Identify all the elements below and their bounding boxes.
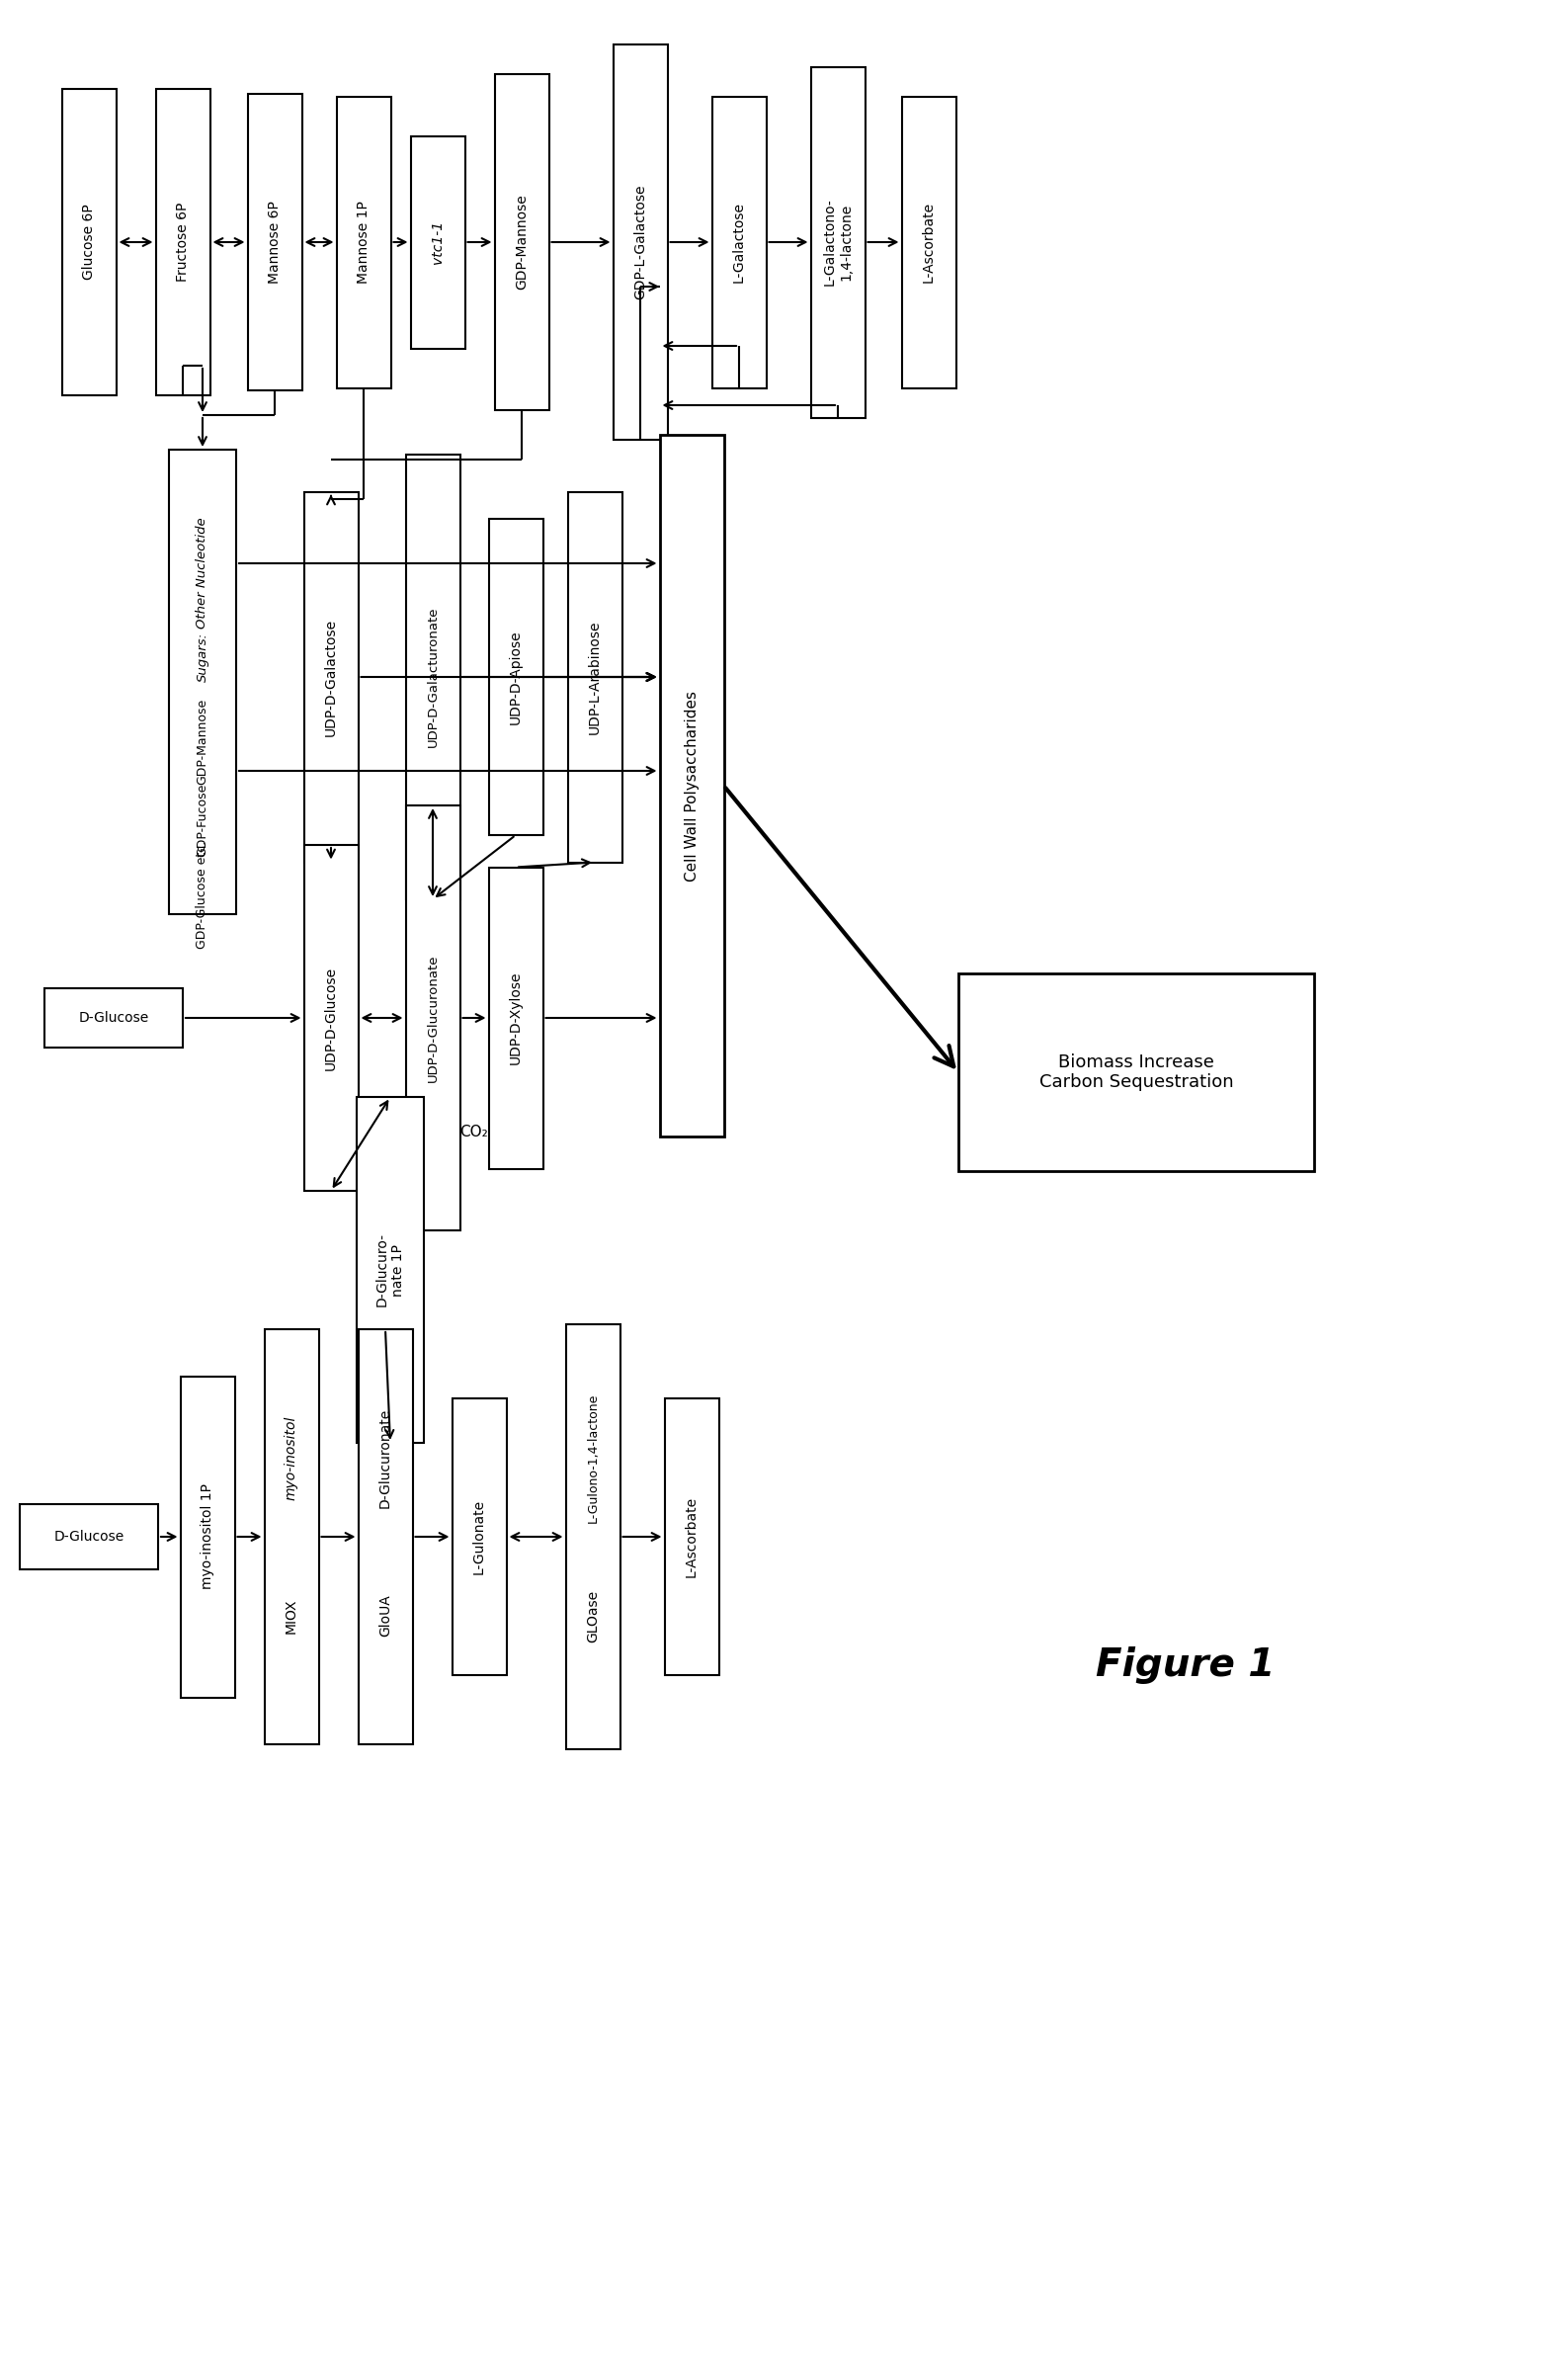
Bar — [44, 988, 183, 1047]
Bar — [494, 73, 549, 410]
Text: CO₂: CO₂ — [459, 1124, 489, 1138]
Bar — [568, 493, 622, 863]
Text: D-Glucuronate: D-Glucuronate — [378, 1407, 392, 1508]
Text: GDP-Glucose etc.: GDP-Glucose etc. — [196, 841, 209, 948]
Text: UDP-D-Galacturonate: UDP-D-Galacturonate — [426, 606, 439, 747]
Bar — [489, 867, 543, 1169]
Text: myo-inositol 1P: myo-inositol 1P — [201, 1485, 215, 1589]
Bar — [712, 97, 767, 389]
Text: Mannose 1P: Mannose 1P — [356, 200, 370, 283]
Bar — [169, 450, 237, 915]
Text: L-Gulonate: L-Gulonate — [472, 1499, 486, 1574]
Bar — [452, 1398, 506, 1676]
Text: UDP-D-Galactose: UDP-D-Galactose — [325, 618, 339, 735]
Text: GDP-Fucose: GDP-Fucose — [196, 783, 209, 858]
Text: L-Galactose: L-Galactose — [732, 203, 746, 283]
Bar — [265, 1329, 318, 1744]
Bar — [811, 66, 866, 417]
Text: L-Ascorbate: L-Ascorbate — [922, 203, 936, 283]
Text: L-Ascorbate: L-Ascorbate — [685, 1497, 698, 1577]
Bar — [958, 973, 1314, 1171]
Text: Other Nucleotide: Other Nucleotide — [196, 519, 209, 629]
Bar — [902, 97, 956, 389]
Text: Sugars:: Sugars: — [196, 632, 209, 681]
Text: GDP-L-Galactose: GDP-L-Galactose — [633, 184, 648, 299]
Bar — [489, 519, 543, 834]
Bar — [180, 1376, 235, 1697]
Text: Mannose 6P: Mannose 6P — [268, 200, 282, 283]
Text: GDP-Mannose: GDP-Mannose — [196, 698, 209, 785]
Bar — [20, 1504, 158, 1570]
Bar — [155, 90, 210, 396]
Text: D-Glucuro-
nate 1P: D-Glucuro- nate 1P — [375, 1233, 405, 1308]
Bar — [248, 94, 303, 391]
Text: L-Gulono-1,4-lactone: L-Gulono-1,4-lactone — [586, 1393, 599, 1523]
Text: UDP-D-Glucose: UDP-D-Glucose — [325, 966, 339, 1070]
Text: GloUA: GloUA — [378, 1596, 392, 1636]
Text: UDP-D-Apiose: UDP-D-Apiose — [510, 629, 522, 724]
Bar — [406, 806, 459, 1230]
Bar — [613, 45, 668, 441]
Text: UDP-L-Arabinose: UDP-L-Arabinose — [588, 620, 602, 733]
Bar — [406, 455, 459, 900]
Bar — [304, 493, 358, 863]
Bar — [337, 97, 390, 389]
Text: MIOX: MIOX — [284, 1598, 298, 1633]
Bar — [411, 137, 464, 349]
Bar — [566, 1325, 619, 1749]
Text: Fructose 6P: Fructose 6P — [176, 203, 190, 283]
Text: D-Glucose: D-Glucose — [53, 1530, 124, 1544]
Bar — [665, 1398, 718, 1676]
Text: GLOase: GLOase — [586, 1589, 599, 1643]
Bar — [61, 90, 116, 396]
Text: UDP-D-Xylose: UDP-D-Xylose — [510, 971, 522, 1065]
Text: myo-inositol: myo-inositol — [284, 1417, 298, 1499]
Text: GDP-Mannose: GDP-Mannose — [514, 193, 528, 290]
Text: Figure 1: Figure 1 — [1096, 1648, 1275, 1683]
Bar — [358, 1329, 412, 1744]
Text: L-Galactono-
1,4-lactone: L-Galactono- 1,4-lactone — [823, 198, 853, 285]
Bar — [356, 1096, 423, 1442]
Text: D-Glucose: D-Glucose — [78, 1011, 149, 1025]
Bar — [660, 434, 724, 1136]
Text: vtc1-1: vtc1-1 — [431, 219, 445, 264]
Bar — [304, 844, 358, 1190]
Text: Biomass Increase
Carbon Sequestration: Biomass Increase Carbon Sequestration — [1040, 1054, 1234, 1091]
Text: Cell Wall Polysaccharides: Cell Wall Polysaccharides — [684, 691, 699, 882]
Text: UDP-D-Glucuronate: UDP-D-Glucuronate — [426, 955, 439, 1082]
Text: Glucose 6P: Glucose 6P — [82, 205, 96, 280]
